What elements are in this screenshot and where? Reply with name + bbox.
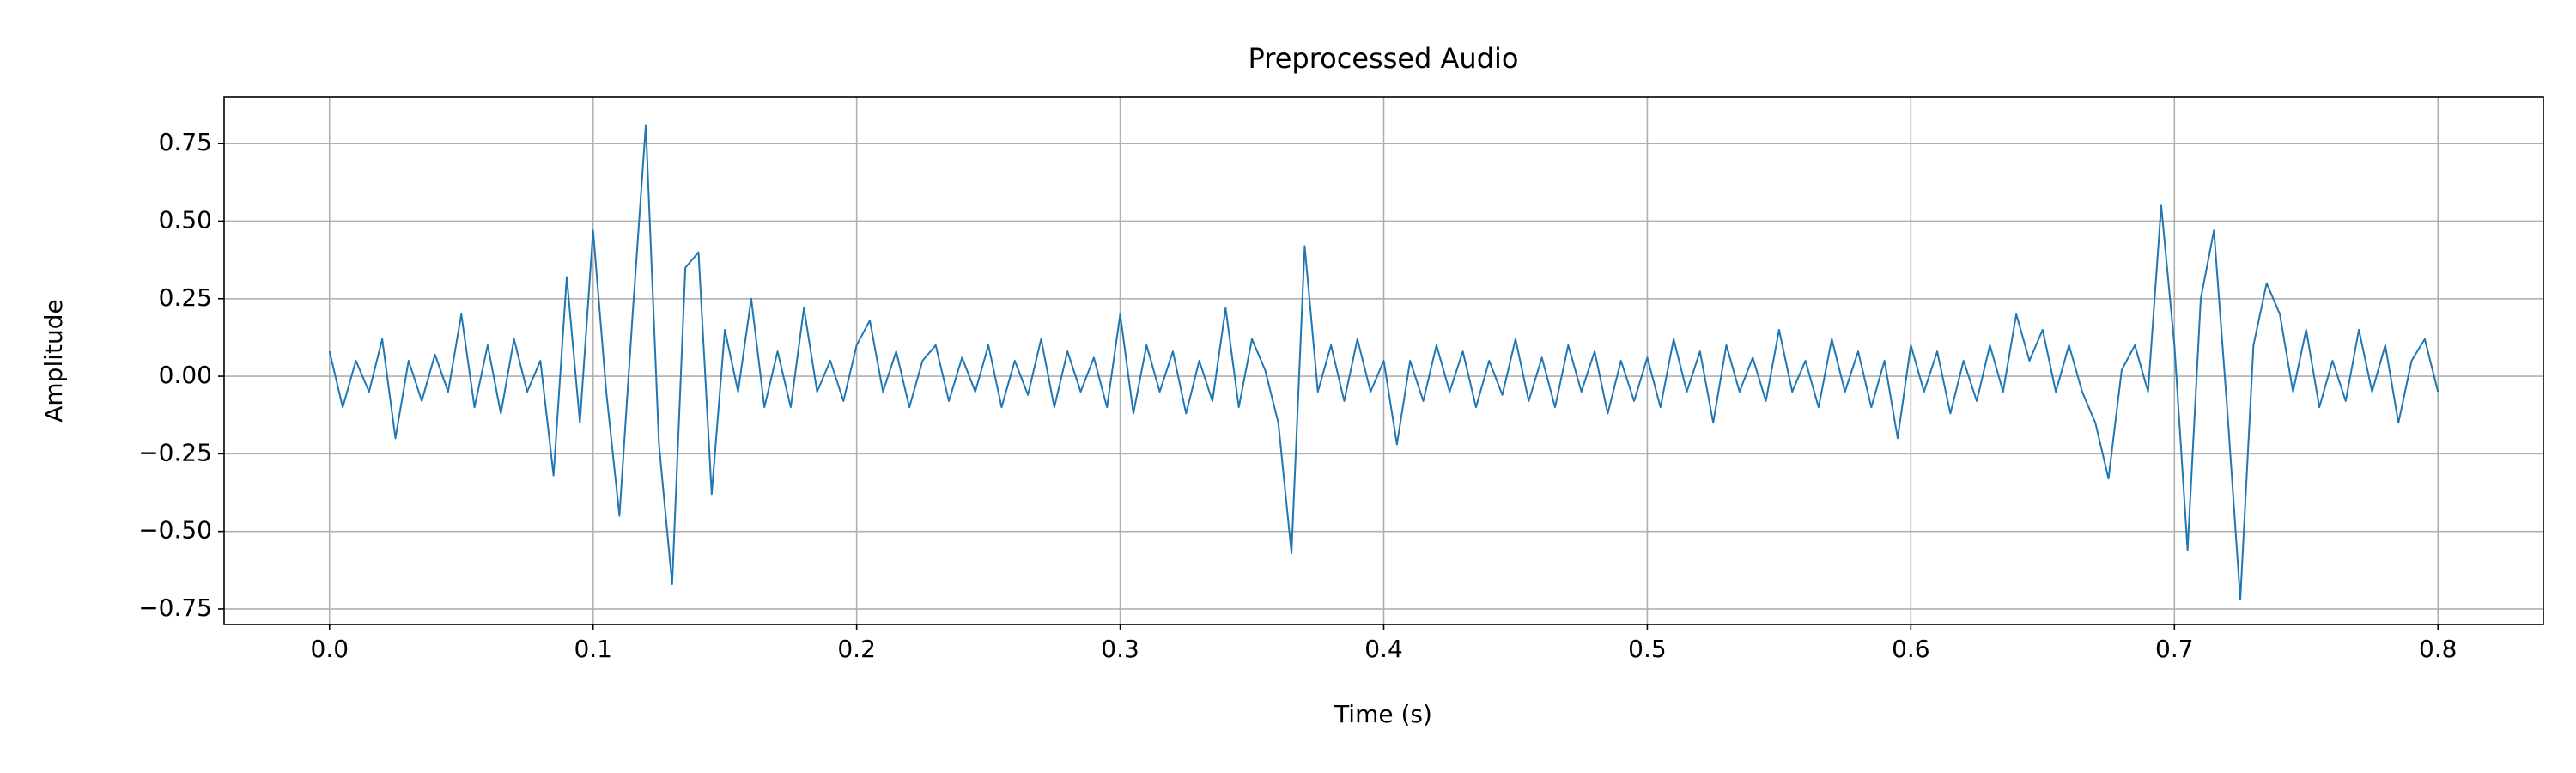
y-tick-label: 0.00 (159, 361, 212, 389)
x-axis-label: Time (s) (1334, 700, 1432, 728)
data-line (328, 124, 2439, 601)
x-tick-label: 0.0 (311, 635, 349, 663)
x-tick-label: 0.7 (2155, 635, 2194, 663)
x-tick-label: 0.1 (574, 635, 612, 663)
y-tick-label: 0.25 (159, 283, 212, 312)
x-tick-label: 0.5 (1628, 635, 1667, 663)
y-tick-label: −0.50 (138, 516, 212, 545)
y-tick-label: 0.50 (159, 205, 212, 234)
x-tick-label: 0.8 (2419, 635, 2458, 663)
chart-title: Preprocessed Audio (1249, 42, 1519, 75)
y-tick-label: 0.75 (159, 128, 212, 156)
y-axis-label: Amplitude (39, 299, 68, 423)
y-tick-label: −0.25 (138, 438, 212, 466)
x-tick-label: 0.4 (1364, 635, 1403, 663)
x-tick-label: 0.6 (1892, 635, 1930, 663)
y-tick-label: −0.75 (138, 593, 212, 622)
x-tick-label: 0.2 (837, 635, 876, 663)
plot-frame (223, 96, 2544, 625)
x-tick-label: 0.3 (1101, 635, 1139, 663)
